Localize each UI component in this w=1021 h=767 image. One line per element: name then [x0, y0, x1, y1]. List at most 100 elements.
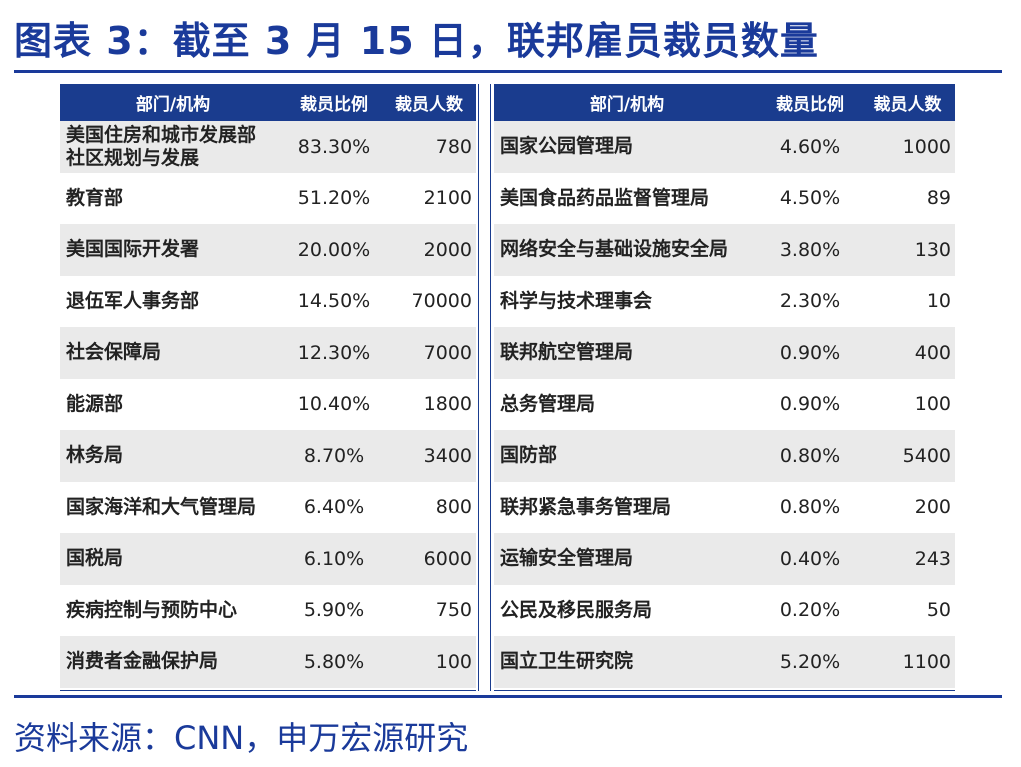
table-row: 网络安全与基础设施安全局 3.80% 130	[494, 224, 955, 276]
department-name-cell: 消费者金融保护局	[60, 636, 286, 688]
layoff-ratio-cell: 12.30%	[286, 327, 382, 379]
layoff-ratio-cell: 0.90%	[760, 327, 860, 379]
header-layoff-count: 裁员人数	[860, 84, 955, 121]
table-row: 国家公园管理局 4.60% 1000	[494, 121, 955, 173]
table-row: 国税局 6.10% 6000	[60, 533, 476, 585]
layoff-count-cell: 6000	[382, 533, 476, 585]
department-name-cell: 疾病控制与预防中心	[60, 584, 286, 636]
layoff-ratio-cell: 4.60%	[760, 121, 860, 173]
department-name-cell: 国家海洋和大气管理局	[60, 481, 286, 533]
layoff-count-cell: 100	[382, 636, 476, 688]
layoff-ratio-cell: 5.20%	[760, 636, 860, 688]
layoff-ratio-cell: 5.80%	[286, 636, 382, 688]
layoff-count-cell: 130	[860, 224, 955, 276]
table-row: 退伍军人事务部 14.50% 70000	[60, 275, 476, 327]
layoff-table-right: 部门/机构 裁员比例 裁员人数 国家公园管理局 4.60% 1000 美国食品药品监督…	[494, 84, 955, 688]
table-header-row: 部门/机构 裁员比例 裁员人数	[60, 84, 476, 121]
table-row: 教育部 51.20% 2100	[60, 172, 476, 224]
layoff-count-cell: 243	[860, 533, 955, 585]
header-layoff-count: 裁员人数	[382, 84, 476, 121]
layoff-ratio-cell: 83.30%	[286, 121, 382, 173]
layoff-count-cell: 3400	[382, 430, 476, 482]
layoff-count-cell: 2100	[382, 172, 476, 224]
layoff-count-cell: 100	[860, 378, 955, 430]
table-row: 美国国际开发署 20.00% 2000	[60, 224, 476, 276]
title-rule	[14, 70, 1002, 73]
table-row: 运输安全管理局 0.40% 243	[494, 533, 955, 585]
department-name-cell: 退伍军人事务部	[60, 275, 286, 327]
table-bottom-border	[60, 690, 476, 691]
table-row: 科学与技术理事会 2.30% 10	[494, 275, 955, 327]
layoff-ratio-cell: 4.50%	[760, 172, 860, 224]
layoff-count-cell: 7000	[382, 327, 476, 379]
table-row: 美国食品药品监督管理局 4.50% 89	[494, 172, 955, 224]
layoff-ratio-cell: 2.30%	[760, 275, 860, 327]
header-layoff-ratio: 裁员比例	[760, 84, 860, 121]
footer-rule	[14, 695, 1002, 698]
layoff-count-cell: 89	[860, 172, 955, 224]
department-name-cell: 美国住房和城市发展部 社区规划与发展	[60, 121, 286, 173]
source-note: 资料来源：CNN，申万宏源研究	[14, 719, 469, 757]
layoff-ratio-cell: 0.90%	[760, 378, 860, 430]
layoff-count-cell: 5400	[860, 430, 955, 482]
table-row: 国防部 0.80% 5400	[494, 430, 955, 482]
table-row: 能源部 10.40% 1800	[60, 378, 476, 430]
layoff-ratio-cell: 3.80%	[760, 224, 860, 276]
layoff-count-cell: 10	[860, 275, 955, 327]
layoff-count-cell: 1000	[860, 121, 955, 173]
layoff-ratio-cell: 8.70%	[286, 430, 382, 482]
layoff-ratio-cell: 0.20%	[760, 584, 860, 636]
layoff-ratio-cell: 0.80%	[760, 430, 860, 482]
layoff-ratio-cell: 6.40%	[286, 481, 382, 533]
department-name-cell: 社会保障局	[60, 327, 286, 379]
department-name-cell: 美国国际开发署	[60, 224, 286, 276]
department-name-cell: 网络安全与基础设施安全局	[494, 224, 760, 276]
header-department: 部门/机构	[494, 84, 760, 121]
department-name-cell: 公民及移民服务局	[494, 584, 760, 636]
layoff-ratio-cell: 0.80%	[760, 481, 860, 533]
department-name-cell: 总务管理局	[494, 378, 760, 430]
department-name-cell: 国防部	[494, 430, 760, 482]
table-divider	[477, 84, 492, 691]
table-row: 消费者金融保护局 5.80% 100	[60, 636, 476, 688]
department-name-cell: 教育部	[60, 172, 286, 224]
layoff-ratio-cell: 20.00%	[286, 224, 382, 276]
table-header-row: 部门/机构 裁员比例 裁员人数	[494, 84, 955, 121]
table-row: 美国住房和城市发展部 社区规划与发展 83.30% 780	[60, 121, 476, 173]
table-row: 公民及移民服务局 0.20% 50	[494, 584, 955, 636]
layoff-count-cell: 70000	[382, 275, 476, 327]
layoff-ratio-cell: 5.90%	[286, 584, 382, 636]
layoff-count-cell: 780	[382, 121, 476, 173]
table-row: 社会保障局 12.30% 7000	[60, 327, 476, 379]
layoff-count-cell: 800	[382, 481, 476, 533]
department-name-cell: 联邦紧急事务管理局	[494, 481, 760, 533]
table-row: 国立卫生研究院 5.20% 1100	[494, 636, 955, 688]
department-name-cell: 运输安全管理局	[494, 533, 760, 585]
table-row: 疾病控制与预防中心 5.90% 750	[60, 584, 476, 636]
department-name-cell: 科学与技术理事会	[494, 275, 760, 327]
layoff-count-cell: 1800	[382, 378, 476, 430]
department-name-cell: 联邦航空管理局	[494, 327, 760, 379]
layoff-count-cell: 400	[860, 327, 955, 379]
department-name-cell: 林务局	[60, 430, 286, 482]
table-row: 联邦航空管理局 0.90% 400	[494, 327, 955, 379]
layoff-table-left: 部门/机构 裁员比例 裁员人数 美国住房和城市发展部 社区规划与发展 83.30% 7…	[60, 84, 476, 688]
layoff-count-cell: 1100	[860, 636, 955, 688]
department-name-cell: 美国食品药品监督管理局	[494, 172, 760, 224]
department-name-cell: 能源部	[60, 378, 286, 430]
header-department: 部门/机构	[60, 84, 286, 121]
department-name-cell: 国税局	[60, 533, 286, 585]
table-row: 总务管理局 0.90% 100	[494, 378, 955, 430]
header-layoff-ratio: 裁员比例	[286, 84, 382, 121]
layoff-ratio-cell: 51.20%	[286, 172, 382, 224]
table-bottom-border	[494, 690, 955, 691]
layoff-ratio-cell: 10.40%	[286, 378, 382, 430]
layoff-ratio-cell: 14.50%	[286, 275, 382, 327]
table-row: 联邦紧急事务管理局 0.80% 200	[494, 481, 955, 533]
table-row: 国家海洋和大气管理局 6.40% 800	[60, 481, 476, 533]
department-name-cell: 国立卫生研究院	[494, 636, 760, 688]
layoff-ratio-cell: 6.10%	[286, 533, 382, 585]
layoff-ratio-cell: 0.40%	[760, 533, 860, 585]
layoff-count-cell: 200	[860, 481, 955, 533]
layoff-count-cell: 750	[382, 584, 476, 636]
